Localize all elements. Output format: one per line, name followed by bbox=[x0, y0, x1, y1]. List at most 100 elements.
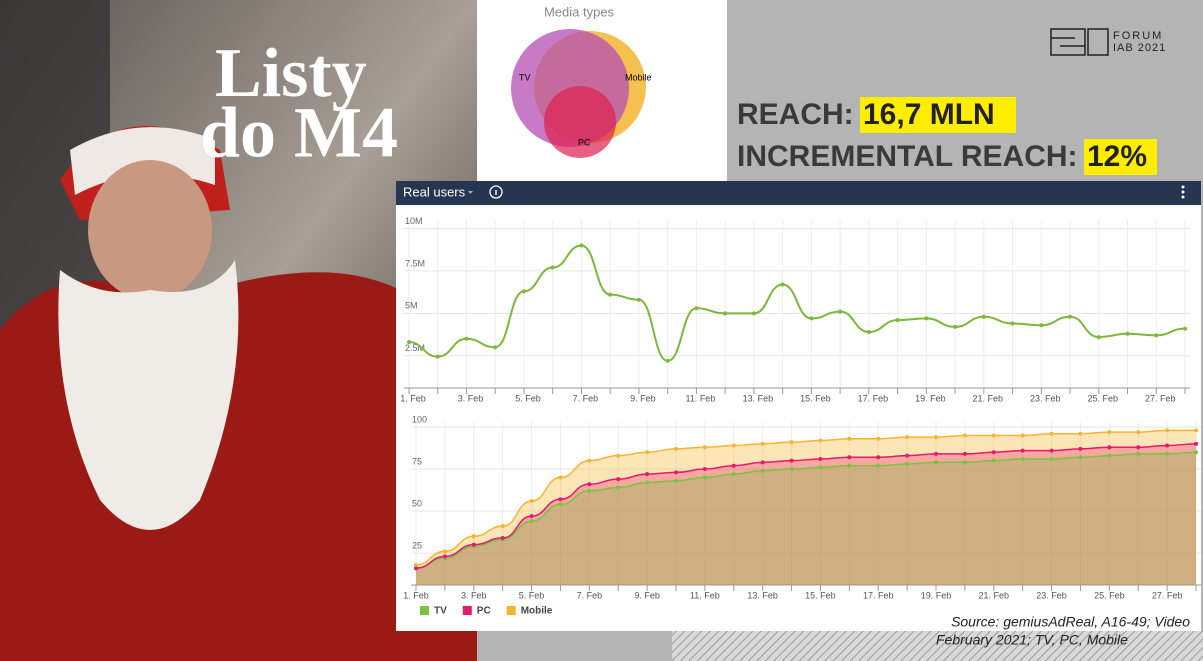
point bbox=[587, 458, 592, 463]
dropdown-caret[interactable] bbox=[468, 191, 473, 194]
point bbox=[550, 265, 555, 270]
x-tick-label: 19. Feb bbox=[915, 393, 946, 403]
logo-text: FORUM bbox=[1113, 30, 1163, 42]
x-tick-label: 17. Feb bbox=[858, 393, 889, 403]
point bbox=[558, 497, 563, 502]
point bbox=[780, 282, 785, 287]
point bbox=[962, 433, 967, 438]
legend-swatch bbox=[462, 606, 472, 615]
x-tick-label: 23. Feb bbox=[1036, 590, 1067, 600]
point bbox=[587, 482, 592, 487]
highlight bbox=[1084, 139, 1157, 175]
venn-label: TV bbox=[519, 72, 531, 82]
point bbox=[847, 436, 852, 441]
point bbox=[760, 468, 765, 473]
point bbox=[558, 502, 563, 507]
reach-value: 16,7 MLN bbox=[863, 98, 995, 131]
point bbox=[731, 463, 736, 468]
point bbox=[665, 358, 670, 363]
point bbox=[1068, 314, 1073, 319]
point bbox=[905, 435, 910, 440]
point bbox=[876, 463, 881, 468]
x-tick-label: 5. Feb bbox=[519, 590, 545, 600]
point bbox=[1049, 456, 1054, 461]
point bbox=[981, 314, 986, 319]
point bbox=[876, 455, 881, 460]
point bbox=[962, 451, 967, 456]
x-tick-label: 11. Feb bbox=[690, 590, 720, 600]
x-tick-label: 27. Feb bbox=[1145, 393, 1176, 403]
point bbox=[702, 467, 707, 472]
legend-label: Mobile bbox=[521, 606, 553, 617]
info-icon[interactable] bbox=[489, 185, 503, 199]
point bbox=[731, 443, 736, 448]
area bbox=[416, 443, 1196, 585]
panel-title: Real users bbox=[403, 184, 466, 199]
point bbox=[723, 311, 728, 316]
incremental-value: 12% bbox=[1087, 140, 1147, 173]
x-tick-label: 9. Feb bbox=[630, 393, 656, 403]
point bbox=[414, 562, 418, 567]
point bbox=[500, 535, 505, 540]
point bbox=[558, 475, 563, 480]
point bbox=[1194, 441, 1198, 446]
point bbox=[866, 330, 871, 334]
line bbox=[415, 451, 1197, 569]
point bbox=[1107, 430, 1112, 435]
point bbox=[529, 519, 534, 524]
y-tick-label: 10M bbox=[405, 216, 423, 226]
reach-label: REACH: bbox=[737, 98, 854, 131]
x-tick-label: 21. Feb bbox=[973, 393, 1004, 403]
point bbox=[876, 436, 881, 441]
point bbox=[1136, 451, 1141, 456]
point bbox=[407, 340, 411, 345]
panel bbox=[396, 181, 1201, 631]
point bbox=[1049, 431, 1054, 436]
point bbox=[1165, 428, 1170, 433]
x-tick-label: 21. Feb bbox=[979, 590, 1010, 600]
point bbox=[895, 318, 900, 323]
point bbox=[934, 435, 938, 440]
point bbox=[818, 456, 823, 461]
point bbox=[1010, 321, 1015, 326]
source-text: Source: gemiusAdReal, A16-49; Video bbox=[951, 614, 1190, 630]
y-tick-label: 5M bbox=[405, 301, 418, 311]
x-tick-label: 5. Feb bbox=[515, 393, 541, 403]
point bbox=[1194, 428, 1198, 433]
x-tick-label: 3. Feb bbox=[461, 590, 487, 600]
line bbox=[408, 244, 1186, 362]
x-tick-label: 25. Feb bbox=[1094, 590, 1125, 600]
point bbox=[674, 478, 678, 483]
x-tick-label: 7. Feb bbox=[573, 393, 599, 403]
point bbox=[1194, 450, 1198, 455]
menu-icon[interactable] bbox=[1181, 185, 1185, 199]
point bbox=[1078, 455, 1083, 460]
point bbox=[847, 463, 852, 468]
point bbox=[847, 455, 852, 460]
stripe-band bbox=[672, 631, 1203, 661]
y-tick-label: 7.5M bbox=[405, 258, 425, 268]
santa-face bbox=[88, 160, 212, 300]
point bbox=[493, 345, 498, 350]
logo-text: IAB 2021 bbox=[1113, 42, 1166, 54]
point bbox=[529, 498, 534, 503]
line bbox=[415, 429, 1196, 566]
point bbox=[471, 542, 476, 547]
point bbox=[579, 243, 584, 248]
x-tick-label: 13. Feb bbox=[743, 393, 774, 403]
point bbox=[934, 460, 938, 465]
point bbox=[1107, 453, 1112, 458]
x-tick-label: 25. Feb bbox=[1088, 393, 1119, 403]
point bbox=[521, 289, 526, 294]
point bbox=[645, 450, 650, 455]
point bbox=[838, 309, 843, 314]
point bbox=[442, 549, 447, 554]
point bbox=[809, 316, 814, 321]
point bbox=[674, 446, 678, 451]
x-tick-label: 19. Feb bbox=[921, 590, 952, 600]
area bbox=[416, 430, 1196, 585]
point bbox=[636, 297, 641, 302]
legend-label: PC bbox=[477, 606, 491, 617]
